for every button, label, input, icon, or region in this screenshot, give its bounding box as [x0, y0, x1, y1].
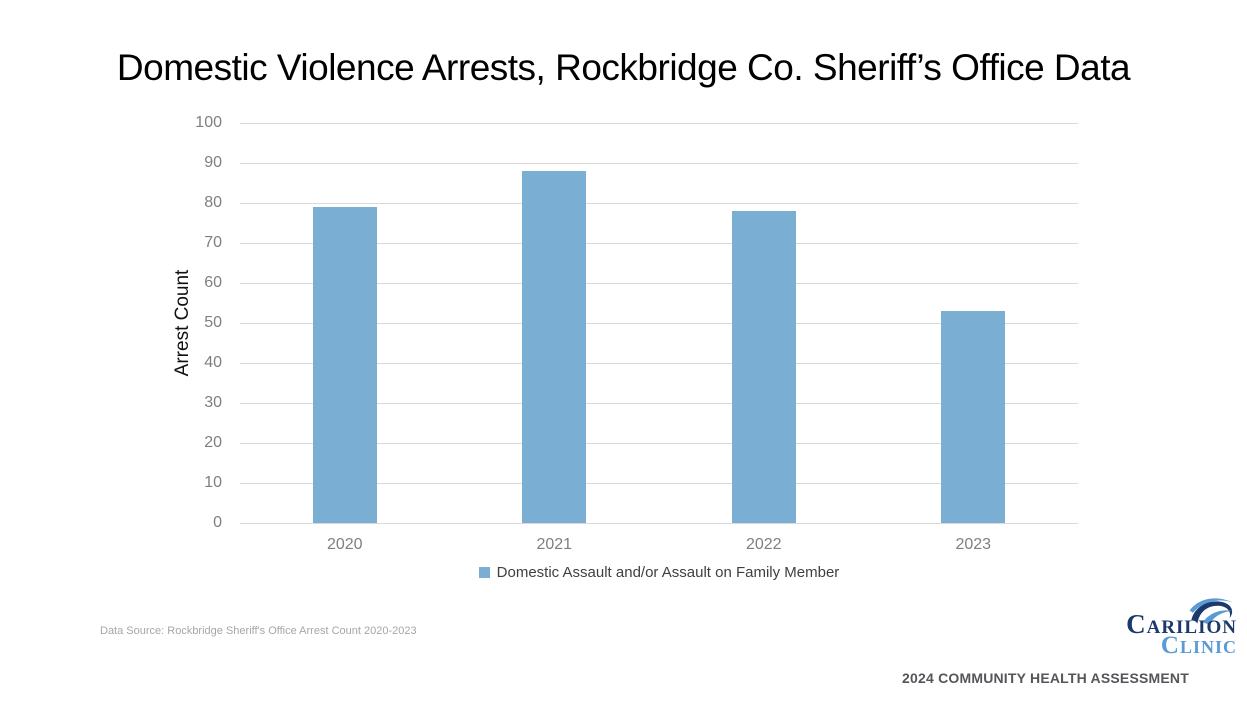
gridline	[240, 123, 1078, 124]
gridline	[240, 483, 1078, 484]
logo-text-carilion: Carilion	[1126, 609, 1237, 639]
gridline	[240, 323, 1078, 324]
gridline	[240, 163, 1078, 164]
carilion-logo: Carilion Clinic	[1057, 596, 1237, 658]
y-axis-tick-label: 10	[204, 474, 222, 491]
plot-area	[240, 123, 1078, 524]
footer-assessment-label: 2024 COMMUNITY HEALTH ASSESSMENT	[902, 670, 1189, 686]
y-axis-tick-label: 100	[195, 114, 222, 131]
y-axis-tick-labels: 0 10 20 30 40 50 60 70 80 90 100	[148, 115, 222, 531]
x-axis-tick-label: 2021	[536, 536, 573, 553]
legend-label: Domestic Assault and/or Assault on Famil…	[496, 564, 840, 581]
gridline	[240, 523, 1078, 524]
y-axis-tick-label: 90	[204, 154, 222, 171]
gridline	[240, 283, 1078, 284]
y-axis-tick-label: 50	[204, 314, 222, 331]
legend-swatch-icon	[478, 567, 490, 578]
carilion-swoosh-icon	[1189, 598, 1233, 627]
x-axis-tick-label: 2023	[955, 536, 992, 553]
gridline	[240, 243, 1078, 244]
gridline	[240, 363, 1078, 364]
chart-legend: Domestic Assault and/or Assault on Famil…	[240, 564, 1078, 581]
y-axis-tick-label: 70	[204, 234, 222, 251]
data-source-note: Data Source: Rockbridge Sheriff's Office…	[100, 625, 417, 637]
bar-2023	[941, 311, 1006, 523]
y-axis-tick-label: 40	[204, 354, 222, 371]
x-axis-tick-label: 2020	[326, 536, 363, 553]
chart-title: Domestic Violence Arrests, Rockbridge Co…	[116, 47, 1131, 88]
gridline	[240, 203, 1078, 204]
gridline	[240, 443, 1078, 444]
y-axis-tick-label: 0	[213, 514, 222, 531]
y-axis-tick-label: 60	[204, 274, 222, 291]
y-axis-tick-label: 30	[204, 394, 222, 411]
bar-2022	[731, 211, 796, 523]
logo-text-clinic: Clinic	[1160, 632, 1237, 660]
y-axis-tick-label: 20	[204, 434, 222, 451]
x-axis-tick-label: 2022	[745, 536, 782, 553]
x-axis-tick-labels: 2020 2021 2022 2023	[240, 537, 1078, 557]
y-axis-tick-label: 80	[204, 194, 222, 211]
gridline	[240, 403, 1078, 404]
bar-2020	[312, 207, 377, 523]
bar-2021	[522, 171, 587, 523]
